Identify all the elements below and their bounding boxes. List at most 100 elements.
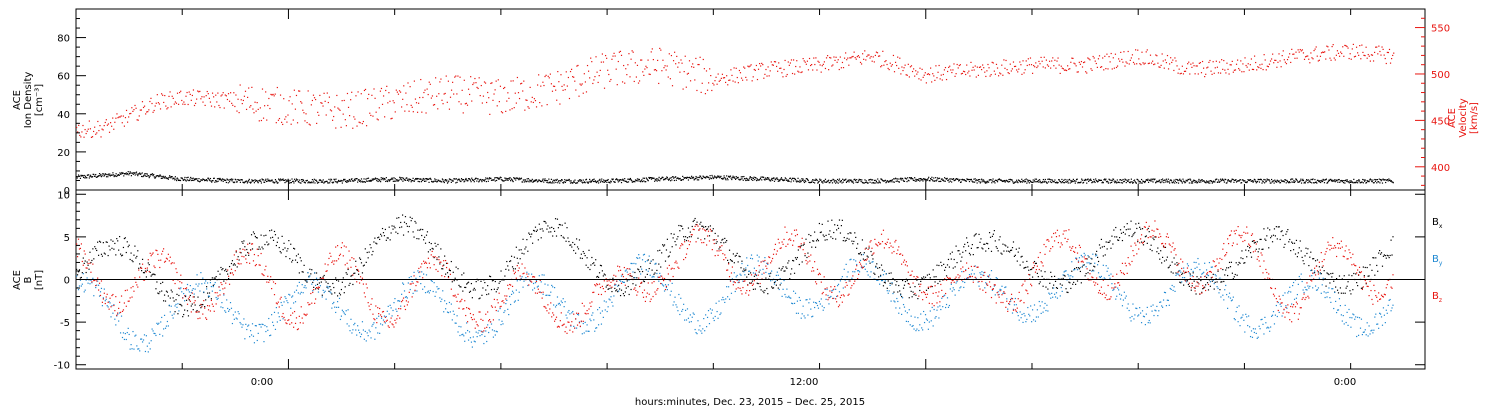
density-point (142, 175, 145, 177)
velocity-point (833, 56, 835, 58)
bfield-point-x (1113, 229, 1115, 231)
velocity-point (785, 75, 787, 77)
bfield-point-x (342, 277, 344, 279)
velocity-point (1127, 50, 1129, 53)
density-point (1025, 178, 1027, 180)
bfield-point-x (1025, 266, 1027, 268)
velocity-point (1357, 52, 1359, 54)
density-point (267, 179, 270, 181)
bfield-point-x (92, 248, 94, 250)
density-point (558, 180, 560, 182)
bfield-point-x (1098, 244, 1101, 246)
bfield-point-y (228, 310, 230, 312)
density-point (792, 180, 795, 182)
bfield-point-x (1061, 284, 1063, 286)
density-point (634, 181, 636, 183)
velocity-point (721, 73, 724, 75)
bfield-point-x (491, 280, 494, 282)
bfield-point-x (1251, 240, 1254, 242)
velocity-point (953, 63, 955, 65)
density-point (917, 179, 919, 181)
bfield-point-x (1068, 281, 1070, 283)
velocity-point (1195, 65, 1197, 67)
bfield-point-y (253, 342, 256, 344)
bfield-point-x (816, 238, 819, 240)
velocity-point (499, 85, 502, 87)
bfield-point-x (287, 248, 289, 250)
bfield-point-x (1383, 254, 1385, 256)
density-point (228, 179, 230, 181)
velocity-point (1265, 69, 1267, 71)
density-point (537, 180, 539, 183)
density-point (738, 179, 741, 181)
density-point (1285, 179, 1287, 181)
velocity-point (141, 101, 144, 103)
density-point (956, 178, 958, 180)
velocity-point (1282, 50, 1284, 52)
bfield-point-x (653, 273, 655, 275)
velocity-point (969, 75, 971, 77)
density-point (787, 179, 790, 181)
density-point (1095, 178, 1097, 180)
bfield-point-x (547, 225, 549, 227)
density-point (490, 179, 493, 181)
density-point (885, 182, 887, 184)
bfield-point-y (294, 301, 297, 303)
density-point (640, 180, 642, 182)
density-point (1333, 180, 1335, 182)
density-point (916, 179, 918, 181)
bfield-point-x (673, 233, 675, 235)
density-point (685, 177, 688, 179)
bfield-point-x (1374, 274, 1376, 276)
density-point (948, 181, 950, 183)
bfield-point-x (722, 238, 724, 240)
velocity-point (532, 101, 534, 104)
velocity-point (1234, 69, 1237, 71)
bfield-point-y (163, 314, 166, 316)
velocity-point (215, 94, 217, 96)
density-point (140, 173, 142, 175)
bfield-point-x (1142, 244, 1145, 246)
velocity-point (876, 52, 879, 54)
density-point (704, 176, 706, 179)
density-point (949, 180, 951, 182)
velocity-point (936, 77, 938, 79)
density-point (820, 179, 822, 181)
bfield-point-x (984, 243, 986, 245)
bfield-point-x (835, 238, 837, 240)
bfield-point-x (151, 274, 153, 276)
velocity-point (1078, 61, 1080, 63)
bfield-point-x (953, 258, 955, 261)
velocity-point (255, 110, 257, 112)
bfield-point-x (917, 298, 919, 300)
density-point (855, 181, 857, 183)
bfield-point-x (361, 272, 364, 274)
bfield-point-x (1010, 249, 1013, 251)
bfield-point-x (841, 219, 843, 221)
density-point (606, 181, 608, 183)
velocity-point (392, 100, 394, 102)
bfield-point-y (367, 335, 369, 337)
velocity-point (1024, 69, 1026, 71)
velocity-point (958, 64, 960, 67)
bfield-point-x (683, 236, 685, 238)
density-point (114, 175, 117, 177)
velocity-point (1222, 68, 1224, 70)
bfield-point-x (300, 260, 302, 262)
velocity-point (140, 109, 142, 111)
bfield-point-x (993, 230, 995, 232)
density-point (648, 177, 651, 179)
density-point (550, 178, 553, 180)
density-point (1112, 178, 1114, 180)
density-point (891, 179, 893, 181)
density-point (1301, 179, 1303, 182)
bfield-point-x (573, 249, 575, 252)
velocity-point (92, 130, 95, 133)
density-point (237, 178, 239, 181)
bfield-point-x (1007, 246, 1009, 248)
velocity-point (1258, 66, 1260, 69)
bfield-point-y (331, 307, 333, 309)
velocity-point (299, 90, 301, 92)
bfield-point-y (364, 330, 366, 333)
bfield-point-x (684, 239, 686, 241)
